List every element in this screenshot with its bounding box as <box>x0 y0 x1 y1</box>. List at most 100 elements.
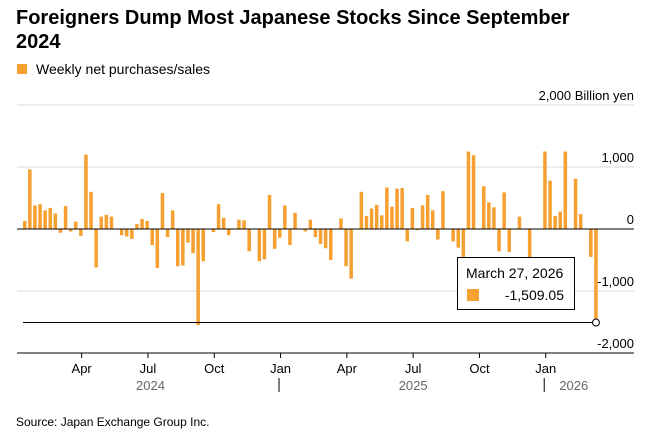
x-tick-label: Jul <box>405 361 422 376</box>
bar <box>441 191 445 229</box>
bar <box>385 187 389 229</box>
source-note: Source: Japan Exchange Group Inc. <box>16 415 210 429</box>
year-label: 2026 <box>559 378 588 393</box>
tooltip-swatch <box>467 289 479 301</box>
bar <box>425 194 430 229</box>
y-tick-label: -2,000 <box>597 336 634 351</box>
bar <box>431 210 435 229</box>
bar <box>548 180 552 229</box>
bar <box>176 229 180 267</box>
bar <box>99 216 103 229</box>
bar <box>68 229 73 232</box>
bar <box>242 220 246 229</box>
bar <box>451 229 455 242</box>
bar <box>150 229 154 246</box>
bar <box>104 214 109 229</box>
bar <box>58 229 63 233</box>
bar <box>303 229 307 232</box>
bar <box>79 229 83 236</box>
y-tick-label: 0 <box>627 212 634 227</box>
bar <box>257 229 262 262</box>
bar <box>364 215 369 229</box>
bar <box>492 207 496 229</box>
bar <box>160 193 165 229</box>
bar <box>466 151 471 229</box>
bar <box>293 212 297 229</box>
bar <box>53 213 58 229</box>
chart-title: Foreigners Dump Most Japanese Stocks Sin… <box>16 7 570 53</box>
y-tick-label: -1,000 <box>597 274 634 289</box>
bar <box>436 229 440 240</box>
bar <box>390 206 394 229</box>
bar <box>267 194 272 229</box>
y-tick-label: 2,000 Billion yen <box>539 88 634 103</box>
x-tick-label: Jan <box>270 361 291 376</box>
bar <box>109 216 114 229</box>
legend-swatch <box>17 64 27 74</box>
bar <box>369 208 374 229</box>
bar <box>38 204 42 229</box>
bar <box>395 188 399 229</box>
bar <box>140 219 144 229</box>
x-tick-label: Oct <box>204 361 225 376</box>
bar <box>543 151 547 229</box>
bar <box>145 220 149 229</box>
bar <box>283 205 287 229</box>
bar <box>272 229 277 249</box>
year-label: 2024 <box>136 378 165 393</box>
bar <box>558 211 562 229</box>
x-tick-label: Jan <box>535 361 556 376</box>
bar <box>201 229 205 262</box>
bar <box>28 169 32 229</box>
bar <box>461 229 466 257</box>
bar <box>318 229 323 244</box>
bar <box>339 218 343 229</box>
bar <box>288 229 292 246</box>
bar <box>186 229 190 243</box>
bar <box>517 216 522 229</box>
bar <box>374 204 379 229</box>
bar <box>482 186 486 229</box>
bar <box>359 191 364 229</box>
bar <box>119 229 124 236</box>
bar <box>400 188 404 229</box>
tooltip: March 27, 2026 -1,509.05 <box>457 257 575 310</box>
bar <box>84 154 88 229</box>
bar <box>471 155 476 229</box>
bar <box>278 229 282 238</box>
bar <box>74 221 78 229</box>
bar <box>349 229 353 279</box>
bar <box>221 217 226 229</box>
bar <box>23 220 27 229</box>
bar <box>594 229 598 323</box>
year-label: 2025 <box>399 378 428 393</box>
bar <box>323 229 328 249</box>
tooltip-date: March 27, 2026 <box>466 265 564 281</box>
bar <box>216 204 221 229</box>
bar <box>313 229 318 238</box>
bar <box>487 202 491 229</box>
bar <box>262 229 267 260</box>
bar <box>181 229 185 266</box>
bar <box>573 178 578 229</box>
bar <box>308 219 313 229</box>
bar <box>415 229 420 231</box>
bar <box>48 207 52 229</box>
bar <box>578 214 583 229</box>
bar <box>89 191 93 229</box>
bar <box>170 210 175 229</box>
legend: Weekly net purchases/sales <box>17 61 210 77</box>
bar <box>329 229 333 260</box>
x-tick-label: Apr <box>337 361 358 376</box>
bar <box>237 219 241 229</box>
x-tick-label: Apr <box>72 361 93 376</box>
y-tick-label: 1,000 <box>601 150 634 165</box>
bar <box>94 229 98 268</box>
bar <box>405 229 409 242</box>
bar <box>125 229 129 237</box>
bar <box>507 229 511 252</box>
bar <box>155 229 160 269</box>
bar <box>191 229 195 254</box>
bar <box>420 205 425 229</box>
reference-marker <box>591 318 600 327</box>
